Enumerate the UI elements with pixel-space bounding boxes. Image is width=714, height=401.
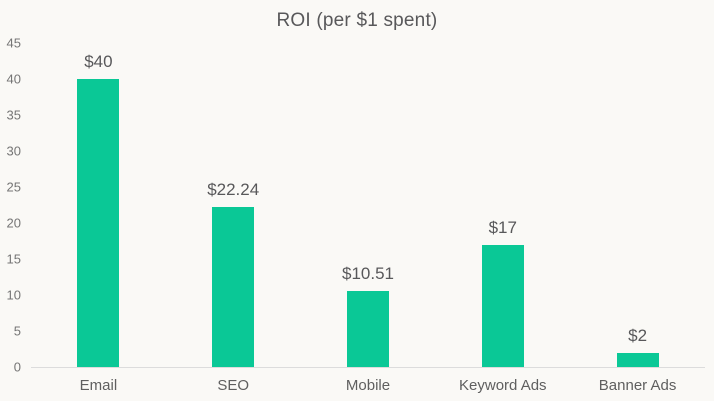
bar-column-seo: $22.24 bbox=[166, 43, 301, 367]
bar-mobile[interactable] bbox=[346, 291, 389, 367]
x-axis: Email SEO Mobile Keyword Ads Banner Ads bbox=[31, 368, 705, 394]
x-axis-label-mobile: Mobile bbox=[345, 377, 391, 394]
bar-value-label-email: $40 bbox=[84, 52, 113, 71]
bar-banner-ads[interactable] bbox=[616, 352, 659, 367]
bar-value-label-keyword-ads: $17 bbox=[488, 217, 517, 237]
bar-column-keyword-ads: $17 bbox=[435, 43, 570, 367]
x-axis-label-email: Email bbox=[79, 377, 118, 394]
bar-value-label-mobile: $10.51 bbox=[341, 264, 394, 284]
y-axis-tick-5: 5 bbox=[13, 323, 21, 339]
bar-email[interactable] bbox=[77, 79, 120, 367]
y-axis-tick-10: 10 bbox=[6, 287, 21, 303]
x-axis-label-seo: SEO bbox=[217, 377, 250, 394]
y-axis-tick-35: 35 bbox=[6, 107, 21, 123]
x-axis-label-keyword-ads: Keyword Ads bbox=[459, 377, 547, 394]
y-axis-tick-30: 30 bbox=[6, 143, 21, 159]
bar-column-email: $40 bbox=[31, 43, 166, 367]
plot-area: $40 $22.24 $10.51 $17 $2 bbox=[31, 43, 705, 368]
y-axis-tick-15: 15 bbox=[6, 251, 21, 267]
bar-value-label-banner-ads: $2 bbox=[628, 325, 648, 345]
chart-title: ROI (per $1 spent) bbox=[276, 10, 438, 31]
x-axis-label-banner-ads: Banner Ads bbox=[598, 377, 677, 394]
y-axis-tick-45: 45 bbox=[6, 35, 21, 51]
bar-column-mobile: $10.51 bbox=[301, 43, 436, 367]
bar-value-label-seo: $22.24 bbox=[207, 179, 260, 199]
y-axis-tick-20: 20 bbox=[6, 215, 21, 231]
y-axis-tick-25: 25 bbox=[6, 179, 21, 195]
bar-column-banner-ads: $2 bbox=[570, 43, 705, 367]
bar-seo[interactable] bbox=[212, 206, 255, 367]
y-axis-tick-40: 40 bbox=[6, 71, 21, 87]
y-axis-tick-0: 0 bbox=[13, 359, 21, 375]
bar-keyword-ads[interactable] bbox=[481, 244, 524, 367]
y-axis: 45 40 35 30 25 20 15 10 5 0 bbox=[6, 0, 21, 401]
